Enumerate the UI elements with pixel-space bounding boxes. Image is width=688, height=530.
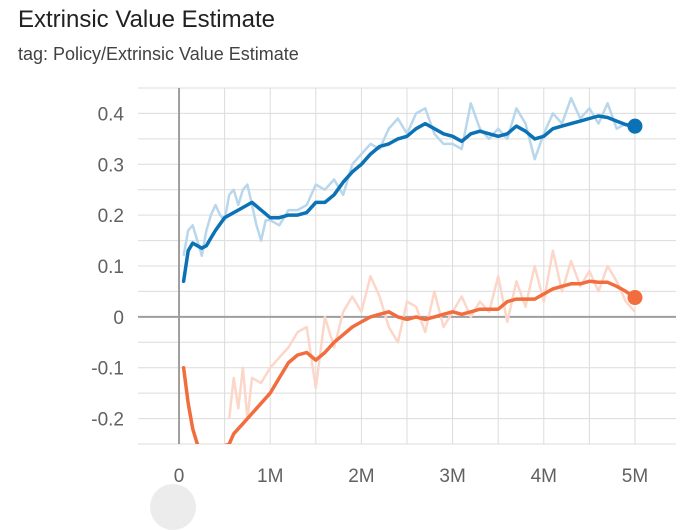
- series-end-markers: [627, 118, 643, 306]
- chart-tag-subtitle: tag: Policy/Extrinsic Value Estimate: [18, 44, 299, 64]
- x-tick-label: 0: [174, 466, 185, 487]
- series-1-smoothed-line[interactable]: [181, 114, 637, 284]
- axes: [138, 88, 676, 444]
- y-tick-label: 0: [113, 308, 124, 329]
- y-tick-label: 0.3: [98, 155, 124, 176]
- series-2-smoothed-line[interactable]: [181, 279, 637, 454]
- chart-title: Extrinsic Value Estimate: [18, 6, 275, 33]
- x-tick-label: 5M: [622, 466, 648, 487]
- x-tick-label: 1M: [257, 466, 283, 487]
- y-tick-label: -0.1: [91, 359, 124, 380]
- y-tick-label: 0.1: [98, 257, 124, 278]
- tick-labels: 0.4 0.3 0.2 0.1 0 -0.1 -0.2 0 1M 2M 3M 4M 5M: [91, 104, 648, 487]
- series-2-end-marker[interactable]: [627, 290, 643, 306]
- x-tick-label: 3M: [439, 466, 465, 487]
- pointer-ripple: [150, 484, 196, 530]
- grid: [138, 87, 676, 445]
- y-tick-label: 0.4: [98, 104, 125, 125]
- x-tick-label: 4M: [531, 466, 557, 487]
- x-tick-label: 2M: [348, 466, 374, 487]
- series-area: [181, 96, 637, 454]
- y-tick-label: 0.2: [98, 206, 124, 227]
- line-chart[interactable]: 0.4 0.3 0.2 0.1 0 -0.1 -0.2 0 1M 2M 3M 4M 5M: [0, 0, 688, 498]
- series-1-end-marker[interactable]: [627, 118, 643, 134]
- series-1-raw-line: [182, 96, 636, 258]
- y-tick-label: -0.2: [91, 410, 124, 431]
